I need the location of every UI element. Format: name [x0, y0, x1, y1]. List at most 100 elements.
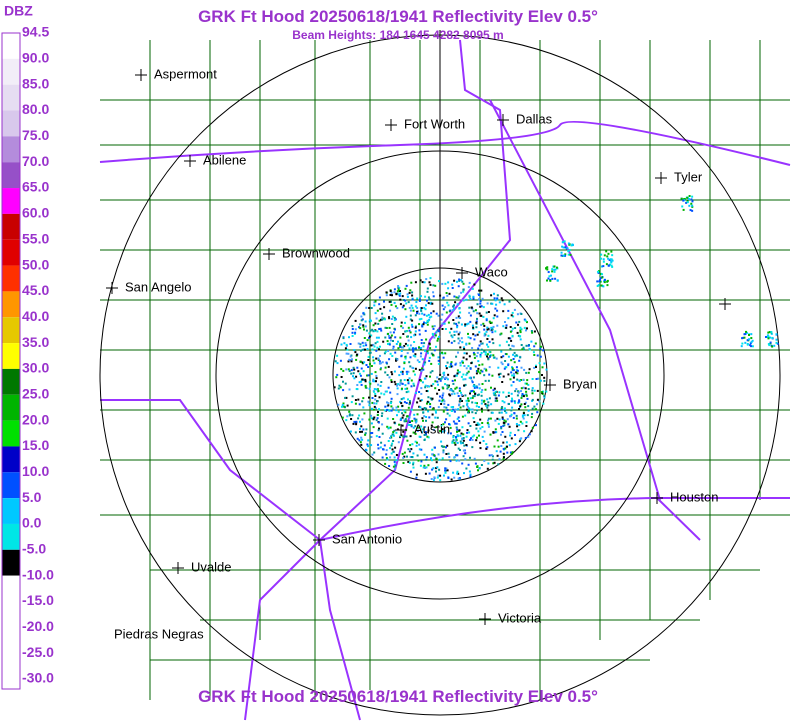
echo-pixel — [493, 387, 496, 390]
echo-pixel — [683, 197, 686, 200]
echo-pixel — [686, 201, 689, 204]
echo-pixel — [364, 384, 367, 387]
echo-pixel — [482, 322, 485, 325]
echo-pixel — [404, 287, 407, 290]
echo-pixel — [541, 366, 544, 369]
echo-pixel — [486, 404, 489, 407]
echo-pixel — [396, 384, 398, 387]
echo-pixel — [372, 343, 375, 346]
echo-pixel — [469, 425, 472, 427]
city-marker — [313, 534, 325, 546]
echo-pixel — [462, 439, 465, 442]
echo-pixel — [409, 400, 411, 403]
echo-pixel — [429, 277, 432, 280]
echo-pixel — [392, 345, 395, 348]
echo-pixel — [442, 423, 445, 426]
echo-pixel — [493, 461, 496, 464]
echo-pixel — [368, 396, 370, 399]
echo-pixel — [468, 376, 471, 379]
echo-pixel — [441, 313, 444, 316]
echo-pixel — [358, 372, 361, 375]
echo-pixel — [437, 314, 440, 317]
echo-pixel — [424, 431, 427, 433]
echo-pixel — [519, 338, 522, 341]
echo-pixel — [496, 294, 499, 297]
echo-pixel — [425, 322, 428, 324]
echo-pixel — [369, 319, 372, 322]
echo-pixel — [527, 435, 530, 438]
echo-pixel — [472, 351, 475, 354]
echo-pixel — [368, 307, 371, 309]
echo-pixel — [503, 421, 506, 424]
echo-pixel — [469, 473, 472, 476]
echo-pixel — [359, 345, 362, 348]
echo-pixel — [496, 439, 499, 442]
echo-pixel — [341, 404, 344, 406]
echo-pixel — [492, 342, 495, 345]
echo-pixel — [473, 356, 476, 359]
echo-pixel — [413, 384, 416, 387]
echo-pixel — [392, 440, 395, 442]
echo-pixel — [375, 402, 378, 405]
echo-pixel — [748, 338, 751, 341]
echo-pixel — [333, 386, 336, 389]
echo-pixel — [384, 350, 387, 353]
echo-pixel — [611, 265, 614, 268]
echo-pixel — [425, 466, 428, 469]
echo-pixel — [469, 392, 471, 395]
echo-pixel — [465, 467, 468, 470]
echo-pixel — [526, 414, 529, 417]
echo-pixel — [467, 410, 470, 412]
echo-pixel — [389, 391, 392, 394]
echo-pixel — [447, 287, 450, 290]
echo-pixel — [343, 405, 346, 408]
echo-pixel — [395, 459, 398, 462]
echo-pixel — [527, 405, 530, 408]
echo-pixel — [399, 435, 402, 438]
echo-pixel — [602, 265, 605, 268]
echo-pixel — [355, 388, 358, 390]
echo-pixel — [419, 279, 422, 282]
echo-pixel — [440, 445, 443, 448]
echo-pixel — [377, 411, 379, 413]
echo-pixel — [457, 351, 459, 354]
echo-pixel — [395, 454, 398, 456]
echo-pixel — [424, 467, 427, 469]
echo-pixel — [404, 418, 407, 421]
echo-pixel — [487, 327, 490, 330]
echo-pixel — [408, 461, 411, 464]
echo-pixel — [485, 311, 488, 314]
echo-pixel — [410, 304, 413, 307]
echo-pixel — [372, 408, 375, 411]
echo-pixel — [414, 353, 417, 356]
echo-pixel — [428, 318, 431, 321]
echo-pixel — [360, 315, 363, 318]
echo-pixel — [414, 281, 417, 284]
echo-pixel — [419, 379, 422, 382]
echo-pixel — [408, 306, 411, 309]
echo-pixel — [394, 305, 397, 308]
legend-label: 25.0 — [22, 385, 49, 401]
echo-pixel — [390, 379, 393, 382]
echo-pixel — [531, 407, 534, 410]
echo-pixel — [564, 253, 567, 256]
echo-pixel — [507, 344, 510, 347]
echo-pixel — [436, 392, 439, 395]
echo-pixel — [476, 436, 478, 439]
echo-pixel — [460, 391, 462, 394]
echo-pixel — [511, 327, 514, 330]
echo-pixel — [424, 308, 427, 311]
echo-pixel — [401, 306, 404, 309]
echo-pixel — [340, 343, 343, 346]
echo-pixel — [776, 342, 779, 345]
echo-pixel — [400, 321, 403, 324]
echo-pixel — [494, 428, 497, 431]
echo-pixel — [379, 354, 381, 357]
echo-pixel — [451, 287, 454, 289]
echo-pixel — [465, 399, 468, 402]
echo-pixel — [476, 351, 479, 354]
echo-pixel — [377, 447, 380, 450]
city-label: San Angelo — [125, 279, 192, 294]
echo-pixel — [411, 294, 414, 297]
legend-label: -15.0 — [22, 592, 54, 608]
